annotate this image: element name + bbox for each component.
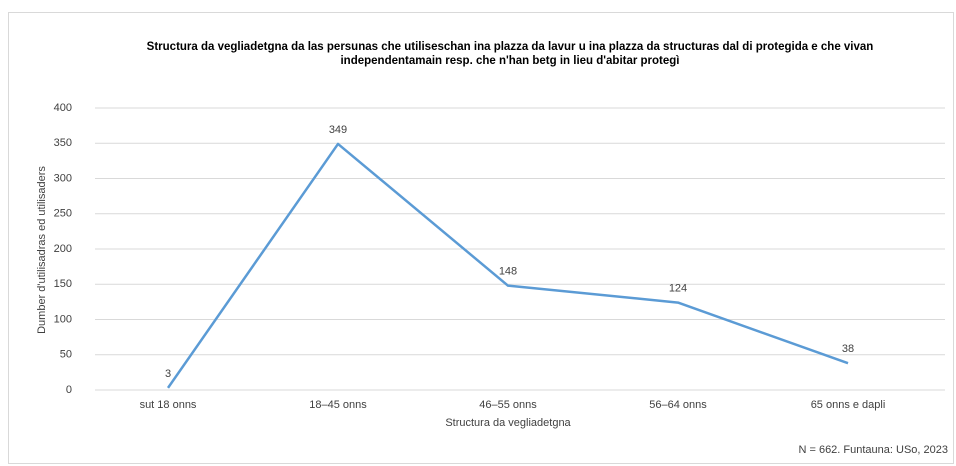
x-tick-label: 46–55 onns — [479, 399, 537, 411]
data-label: 148 — [499, 266, 517, 278]
y-tick-label: 300 — [54, 172, 72, 184]
data-label: 124 — [669, 282, 687, 294]
x-tick-label: sut 18 onns — [140, 399, 197, 411]
source-note: N = 662. Funtauna: USo, 2023 — [798, 444, 948, 456]
y-tick-label: 350 — [54, 137, 72, 149]
y-tick-label: 250 — [54, 208, 72, 220]
chart-title: Structura da vegliadetgna da las persuna… — [146, 41, 874, 67]
chart-frame — [8, 12, 954, 464]
y-tick-label: 50 — [60, 349, 72, 361]
x-tick-label: 56–64 onns — [649, 399, 707, 411]
y-tick-label: 200 — [54, 243, 72, 255]
y-tick-label: 100 — [54, 313, 72, 325]
y-tick-label: 400 — [54, 102, 72, 114]
data-line — [166, 142, 849, 389]
data-label: 38 — [842, 343, 854, 355]
y-axis-label: Dumber d'utilisadras ed utilisaders — [36, 166, 48, 334]
x-axis-label: Structura da vegliadetgna — [445, 417, 571, 429]
y-tick-label: 150 — [54, 278, 72, 290]
x-tick-label: 65 onns e dapli — [811, 399, 886, 411]
data-label: 3 — [165, 368, 171, 380]
y-tick-label: 0 — [66, 384, 72, 396]
data-label: 349 — [329, 124, 347, 136]
x-tick-label: 18–45 onns — [309, 399, 367, 411]
